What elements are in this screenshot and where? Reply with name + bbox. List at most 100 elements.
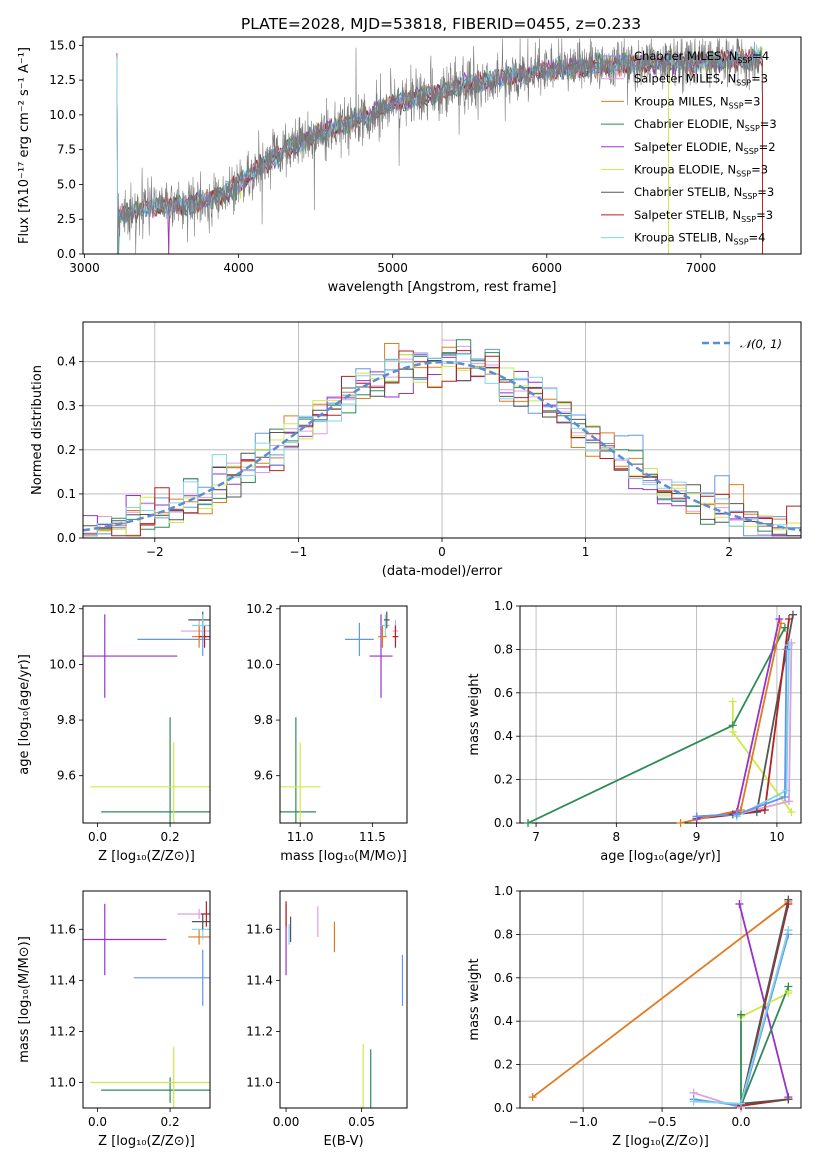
legend-label: Chabrier MILES, N xyxy=(634,49,737,63)
plus-marker-kroupa_elodie xyxy=(728,727,737,736)
plus-marker-kroupa_elodie xyxy=(728,697,737,706)
y-tick-label: 0.0 xyxy=(57,531,76,545)
y-tick-label: 1.0 xyxy=(494,884,513,898)
legend-count: =4 xyxy=(749,231,766,245)
plus-marker-chabrier_stelib xyxy=(752,808,761,817)
y-tick-label: 10.0 xyxy=(246,657,273,671)
x-axis-label: age [log₁₀(age/yr)] xyxy=(600,849,721,864)
plus-marker-chabrier_stelib xyxy=(788,610,797,619)
x-axis-label: mass [log₁₀(M/M⊙)] xyxy=(280,849,407,864)
x-tick-label: 0.05 xyxy=(348,1115,375,1129)
axes-frame xyxy=(82,321,802,539)
axes-frame xyxy=(82,890,211,1109)
legend-count: =3 xyxy=(744,94,761,108)
mass-weight-line-salpeter_elodie xyxy=(738,903,790,1098)
y-tick-label: 0.6 xyxy=(494,971,513,985)
x-tick-label: 0.0 xyxy=(88,830,107,844)
y-axis-label: Flux [fλ10⁻¹⁷ erg cm⁻² s⁻¹ A⁻¹] xyxy=(17,47,32,244)
y-tick-label: 0.2 xyxy=(494,1058,513,1072)
x-tick-label: −1.0 xyxy=(569,1115,598,1129)
plus-marker-kroupa_elodie xyxy=(787,808,796,817)
legend-subscript: SSP xyxy=(745,124,760,133)
plus-marker-kroupa_miles xyxy=(736,805,745,814)
plus-marker-chabrier_miles xyxy=(732,810,741,819)
y-tick-label: 10.2 xyxy=(49,602,76,616)
y-tick-label: 9.8 xyxy=(254,713,273,727)
y-tick-label: 11.4 xyxy=(246,973,273,987)
legend-subscript: SSP xyxy=(737,56,752,65)
spectrum-panel: 3000 4000 5000 6000 7000 0.0 2.5 5.0 7.5 10.0 12.5… xyxy=(17,36,802,295)
legend-subscript: SSP xyxy=(729,101,744,110)
mass-weight-line-kroupa_miles xyxy=(532,901,789,1098)
y-tick-label: 10.0 xyxy=(49,657,76,671)
y-axis-label: mass [log₁₀(M/M⊙)] xyxy=(17,936,32,1063)
y-tick-label: 10.0 xyxy=(49,108,76,122)
plus-marker-kroupa_miles xyxy=(676,819,685,827)
plus-marker-chabrier_stelib xyxy=(784,1095,793,1104)
y-tick-label: 10.2 xyxy=(246,602,273,616)
y-tick-label: 7.5 xyxy=(57,143,76,157)
x-tick-label: 11.5 xyxy=(359,830,386,844)
normal-reference-curve xyxy=(83,360,801,532)
mass-weight-vs-metallicity-panel: −1.0 −0.5 0.0 0.0 0.2 0.4 0.6 0.8 1.0 Z [log₁₀(Z/… xyxy=(467,884,802,1149)
legend-label: Kroupa ELODIE, N xyxy=(634,163,736,177)
legend-entry-salpeter_stelib: Salpeter STELIB, NSSP=3 xyxy=(634,208,773,224)
axes-frame xyxy=(519,890,802,1109)
legend-subscript: SSP xyxy=(734,238,749,247)
y-tick-label: 2.5 xyxy=(57,212,76,226)
y-tick-label: 0.6 xyxy=(494,686,513,700)
x-tick-label: 1 xyxy=(582,545,590,559)
legend-entry-salpeter_elodie: Salpeter ELODIE, NSSP=2 xyxy=(634,140,776,156)
legend-subscript: SSP xyxy=(741,215,756,224)
y-tick-label: 12.5 xyxy=(49,73,76,87)
x-axis-label: Z [log₁₀(Z/Z⊙)] xyxy=(98,1134,195,1149)
legend-label: Chabrier STELIB, N xyxy=(634,185,742,199)
x-tick-label: 2 xyxy=(725,545,733,559)
x-axis-label: Z [log₁₀(Z/Z⊙)] xyxy=(98,849,195,864)
y-tick-label: 15.0 xyxy=(49,38,76,52)
y-tick-label: 0.8 xyxy=(494,927,513,941)
y-tick-label: 11.0 xyxy=(49,1075,76,1089)
x-tick-label: 7 xyxy=(532,830,540,844)
x-tick-label: 6000 xyxy=(531,261,562,275)
axes-frame xyxy=(82,36,802,255)
legend-entry-chabrier_stelib: Chabrier STELIB, NSSP=3 xyxy=(634,185,774,201)
mass-vs-metallicity-panel: 0.0 0.2 11.0 11.2 11.4 11.6 Z [log₁₀(Z/Z⊙)] mas… xyxy=(17,890,211,1149)
y-tick-label: 11.2 xyxy=(246,1024,273,1038)
legend-subscript: SSP xyxy=(736,79,751,88)
x-tick-label: 11.0 xyxy=(287,830,314,844)
y-tick-label: 0.2 xyxy=(57,443,76,457)
y-tick-label: 11.6 xyxy=(246,922,273,936)
x-tick-label: 0.2 xyxy=(161,1115,180,1129)
legend-entry-chabrier_miles: Chabrier MILES, NSSP=4 xyxy=(634,49,769,65)
y-tick-label: 11.6 xyxy=(49,922,76,936)
legend-count: =4 xyxy=(752,49,769,63)
y-tick-label: 9.6 xyxy=(57,769,76,783)
plus-marker-kroupa_stelib xyxy=(784,641,793,650)
x-axis-label: wavelength [Angstrom, rest frame] xyxy=(328,280,557,295)
x-tick-label: 8 xyxy=(613,830,621,844)
plus-marker-chabrier_elodie xyxy=(780,623,789,632)
y-axis-label: mass weight xyxy=(467,958,482,1040)
mass-weight-line-salpeter_stelib xyxy=(696,618,790,820)
x-tick-label: 0.0 xyxy=(88,1115,107,1129)
x-tick-label: 7000 xyxy=(686,261,717,275)
legend-label: Chabrier ELODIE, N xyxy=(634,117,745,131)
plus-marker-kroupa_stelib xyxy=(782,786,791,795)
legend-entry-kroupa_elodie: Kroupa ELODIE, NSSP=3 xyxy=(634,163,768,179)
legend-label: Salpeter ELODIE, N xyxy=(634,140,744,154)
y-tick-label: 0.0 xyxy=(57,247,76,261)
x-tick-label: 0 xyxy=(438,545,446,559)
legend-entry-normal: 𝒩(0, 1) xyxy=(740,337,782,351)
legend-entry-chabrier_elodie: Chabrier ELODIE, NSSP=3 xyxy=(634,117,777,133)
plot-area xyxy=(83,339,801,537)
plus-marker-chabrier_elodie xyxy=(784,982,793,991)
legend-entry-salpeter_miles: Salpeter MILES, NSSP=3 xyxy=(634,72,768,88)
axes-frame xyxy=(279,890,408,1109)
y-tick-label: 0.4 xyxy=(494,1014,513,1028)
plot-area xyxy=(83,901,210,1108)
legend-entry-kroupa_stelib: Kroupa STELIB, NSSP=4 xyxy=(634,231,765,247)
spectrum-title: PLATE=2028, MJD=53818, FIBERID=0455, z=0… xyxy=(241,15,641,33)
